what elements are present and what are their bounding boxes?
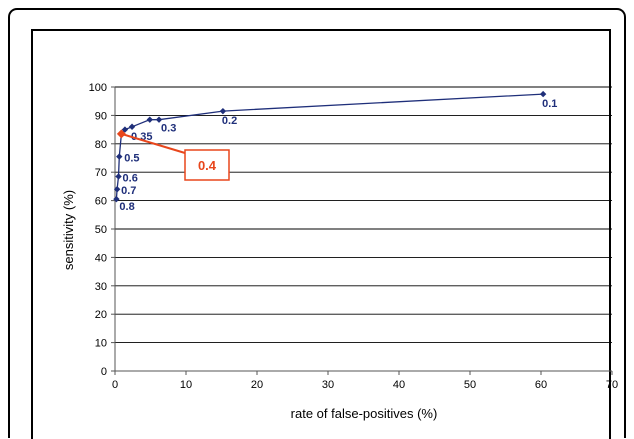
- y-tick-label: 20: [95, 309, 107, 321]
- x-tick-label: 40: [393, 379, 405, 391]
- y-tick-label: 60: [95, 196, 107, 208]
- x-tick-label: 10: [180, 379, 192, 391]
- callout-box: [184, 149, 230, 181]
- axis-layer: 0 10 20 30 40 50 60 70 80 90 100 0 10 20 30 40 50 60 70: [89, 82, 618, 391]
- highlight-layer: 0.4: [116, 129, 230, 181]
- callout-label: 0.4: [198, 158, 217, 173]
- point-label: 0.2: [222, 115, 237, 127]
- y-axis-title: sensitivity (%): [61, 190, 76, 270]
- series-layer: [113, 90, 547, 203]
- point-label: 0.3: [161, 123, 176, 135]
- chart-frame: [31, 29, 611, 439]
- y-tick-label: 50: [95, 224, 107, 236]
- x-tick-label: 50: [464, 379, 476, 391]
- data-point: [128, 123, 136, 130]
- point-label: 0.1: [542, 98, 557, 110]
- y-tick-label: 70: [95, 167, 107, 179]
- x-tick-label: 70: [606, 379, 618, 391]
- x-tick-label: 0: [112, 379, 118, 391]
- y-tick-label: 100: [89, 82, 107, 94]
- point-label: 0.7: [121, 185, 136, 197]
- point-label: 0.6: [123, 172, 138, 184]
- outer-frame: [8, 8, 626, 438]
- y-tick-label: 80: [95, 139, 107, 151]
- point-label: 0.8: [119, 201, 134, 213]
- label-layer: 0.8 0.70.6 0.5 0.35 0.3 0.2 0.1: [119, 98, 557, 213]
- data-point: [155, 116, 163, 123]
- data-point: [113, 186, 121, 193]
- point-label: 0.35: [131, 131, 152, 143]
- data-point: [113, 195, 120, 203]
- y-tick-label: 30: [95, 281, 107, 293]
- y-tick-label: 10: [95, 338, 107, 350]
- point-label: 0.5: [124, 153, 139, 165]
- data-point: [121, 126, 129, 133]
- data-point: [116, 153, 123, 160]
- x-axis-title: rate of false-positives (%): [291, 406, 438, 421]
- x-tick-label: 60: [535, 379, 547, 391]
- data-point: [219, 107, 227, 115]
- data-point: [115, 173, 122, 180]
- data-point: [146, 116, 153, 123]
- x-tick-label: 30: [322, 379, 334, 391]
- series-line: [115, 93, 544, 200]
- data-point: [539, 90, 547, 98]
- x-tick-label: 20: [251, 379, 263, 391]
- grid-layer: [115, 86, 612, 344]
- y-tick-label: 40: [95, 252, 107, 264]
- y-tick-label: 90: [95, 110, 107, 122]
- y-tick-label: 0: [101, 366, 107, 378]
- callout-leader-line: [121, 132, 186, 154]
